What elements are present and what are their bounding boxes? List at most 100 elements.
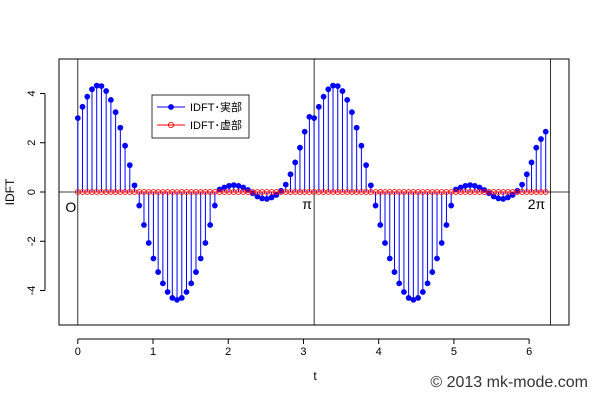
real-point bbox=[438, 240, 445, 246]
real-point bbox=[391, 269, 398, 275]
x-tick-label: 0 bbox=[75, 346, 81, 358]
x-tick-label: 4 bbox=[376, 346, 382, 358]
real-point bbox=[141, 222, 147, 228]
real-point bbox=[533, 144, 540, 151]
real-point bbox=[150, 255, 157, 262]
real-point bbox=[193, 269, 199, 275]
legend-box bbox=[151, 94, 250, 139]
real-point bbox=[174, 296, 180, 303]
real-point bbox=[103, 88, 110, 94]
real-point bbox=[183, 289, 190, 295]
real-point bbox=[320, 93, 327, 100]
copyright-credit: © 2013 mk-mode.com bbox=[430, 374, 588, 391]
real-point bbox=[315, 103, 322, 110]
real-point bbox=[306, 113, 313, 120]
real-point bbox=[358, 142, 365, 149]
real-point bbox=[230, 182, 237, 189]
real-point bbox=[84, 93, 91, 100]
real-point bbox=[386, 255, 393, 262]
real-point bbox=[443, 222, 450, 228]
real-point bbox=[282, 181, 289, 188]
real-point bbox=[349, 109, 355, 116]
real-point bbox=[126, 162, 133, 169]
real-point bbox=[339, 88, 346, 94]
real-point bbox=[164, 289, 171, 295]
real-point bbox=[301, 128, 308, 135]
real-point bbox=[363, 162, 370, 169]
y-tick-label: 2 bbox=[26, 140, 38, 146]
real-point bbox=[410, 296, 417, 303]
real-point bbox=[500, 195, 507, 202]
y-tick-label: 4 bbox=[26, 90, 38, 96]
real-point bbox=[98, 83, 105, 89]
real-point bbox=[504, 194, 511, 201]
legend-label: IDFT･虚部 bbox=[190, 118, 242, 132]
real-point bbox=[79, 103, 86, 110]
real-point bbox=[226, 182, 232, 189]
real-point bbox=[419, 289, 426, 295]
real-point bbox=[528, 159, 535, 166]
real-point bbox=[448, 202, 455, 209]
x-tick-label: 1 bbox=[150, 346, 156, 358]
real-point bbox=[297, 144, 303, 151]
real-point bbox=[344, 96, 351, 103]
real-point bbox=[268, 194, 275, 201]
real-point bbox=[523, 171, 530, 178]
real-point bbox=[287, 171, 294, 178]
real-point bbox=[145, 240, 152, 246]
real-point bbox=[495, 195, 502, 202]
real-point bbox=[353, 124, 360, 131]
legend-marker-imag bbox=[167, 121, 175, 129]
real-point bbox=[377, 222, 384, 228]
real-point bbox=[202, 240, 209, 246]
real-point bbox=[325, 86, 332, 93]
plot-frame bbox=[58, 58, 570, 326]
annotation-label: π bbox=[302, 196, 312, 212]
real-point bbox=[259, 195, 266, 202]
real-point bbox=[207, 222, 214, 228]
x-tick-label: 6 bbox=[526, 346, 532, 358]
real-point bbox=[405, 295, 412, 301]
real-point bbox=[235, 182, 242, 189]
real-point bbox=[334, 83, 341, 89]
real-point bbox=[462, 182, 469, 189]
real-point bbox=[292, 159, 299, 166]
x-axis-label: t bbox=[313, 369, 317, 383]
y-tick-label: -4 bbox=[26, 286, 38, 296]
real-point bbox=[330, 82, 336, 89]
real-point bbox=[434, 255, 440, 262]
y-tick-label: -2 bbox=[26, 236, 38, 246]
imag-point bbox=[542, 189, 549, 195]
real-point bbox=[136, 202, 143, 209]
real-point bbox=[367, 182, 374, 189]
real-point bbox=[211, 202, 218, 209]
real-point bbox=[112, 109, 119, 116]
real-point bbox=[131, 182, 138, 189]
real-point bbox=[107, 96, 114, 103]
real-point bbox=[89, 86, 95, 93]
real-point bbox=[415, 295, 421, 301]
real-point bbox=[396, 280, 403, 287]
legend-marker-real bbox=[168, 104, 174, 110]
annotation-label: O bbox=[65, 199, 76, 215]
real-point bbox=[429, 269, 436, 275]
real-point bbox=[401, 289, 407, 295]
real-point bbox=[263, 195, 270, 202]
real-point bbox=[311, 115, 318, 122]
x-tick-label: 2 bbox=[225, 346, 231, 358]
real-point bbox=[467, 182, 473, 189]
real-point bbox=[159, 280, 166, 287]
legend-label: IDFT･実部 bbox=[190, 100, 242, 114]
y-tick-label: 0 bbox=[26, 189, 38, 195]
real-point bbox=[197, 255, 204, 262]
real-point bbox=[155, 269, 162, 275]
real-point bbox=[471, 182, 478, 189]
real-point bbox=[93, 82, 100, 89]
real-point bbox=[542, 128, 549, 135]
real-point bbox=[188, 280, 195, 287]
x-tick-label: 3 bbox=[300, 346, 306, 358]
real-point bbox=[122, 142, 128, 149]
y-axis-label: IDFT bbox=[3, 178, 17, 205]
real-point bbox=[169, 295, 176, 301]
